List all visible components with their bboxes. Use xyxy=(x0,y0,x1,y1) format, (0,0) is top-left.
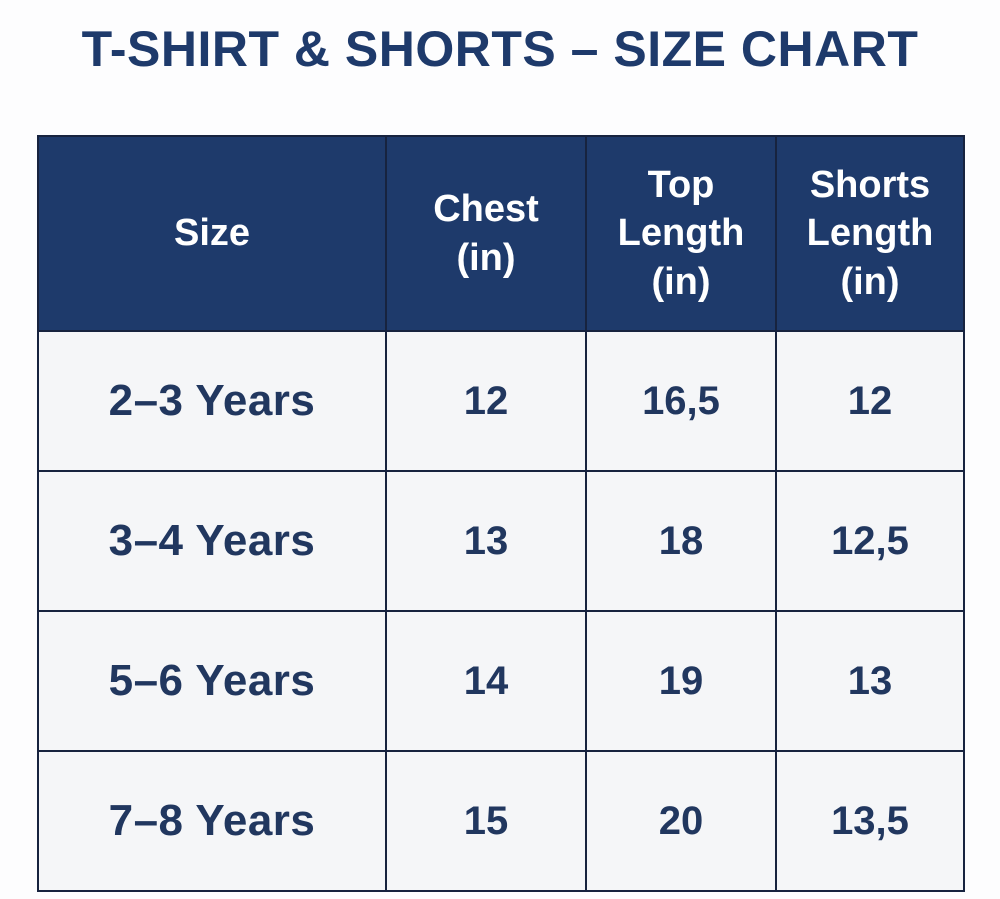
size-cell: 2–3 Years xyxy=(37,330,387,472)
shorts-length-cell: 13 xyxy=(775,610,965,752)
chest-cell: 14 xyxy=(385,610,587,752)
table-row: 5–6 Years 14 19 13 xyxy=(37,610,965,752)
chest-cell: 13 xyxy=(385,470,587,612)
table-row: 2–3 Years 12 16,5 12 xyxy=(37,330,965,472)
top-length-cell: 16,5 xyxy=(585,330,777,472)
header-cell-shorts-length: Shorts Length (in) xyxy=(775,135,965,332)
shorts-length-cell: 12,5 xyxy=(775,470,965,612)
top-length-cell: 20 xyxy=(585,750,777,892)
top-length-cell: 18 xyxy=(585,470,777,612)
top-length-cell: 19 xyxy=(585,610,777,752)
header-cell-chest: Chest (in) xyxy=(385,135,587,332)
header-cell-top-length: Top Length (in) xyxy=(585,135,777,332)
size-cell: 3–4 Years xyxy=(37,470,387,612)
shorts-length-cell: 12 xyxy=(775,330,965,472)
shorts-length-cell: 13,5 xyxy=(775,750,965,892)
table-header-row: Size Chest (in) Top Length (in) Shorts L… xyxy=(37,135,965,332)
size-cell: 5–6 Years xyxy=(37,610,387,752)
page-title: T-SHIRT & SHORTS – SIZE CHART xyxy=(81,21,919,77)
table-row: 3–4 Years 13 18 12,5 xyxy=(37,470,965,612)
header-cell-size: Size xyxy=(37,135,387,332)
chest-cell: 15 xyxy=(385,750,587,892)
table-header: Size Chest (in) Top Length (in) Shorts L… xyxy=(37,135,965,332)
table-row: 7–8 Years 15 20 13,5 xyxy=(37,750,965,892)
size-chart-table: Size Chest (in) Top Length (in) Shorts L… xyxy=(37,135,965,892)
table-body: 2–3 Years 12 16,5 12 3–4 Years 13 18 12,… xyxy=(37,330,965,892)
size-cell: 7–8 Years xyxy=(37,750,387,892)
chest-cell: 12 xyxy=(385,330,587,472)
